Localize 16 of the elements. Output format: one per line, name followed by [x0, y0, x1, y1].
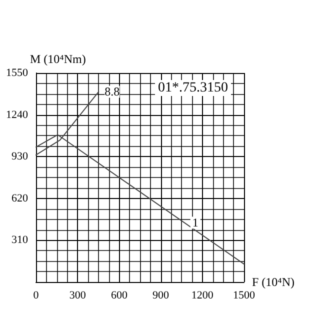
y-tick-label: 1240	[6, 108, 28, 121]
x-tick-label: 300	[69, 290, 86, 302]
annotation: 01*.75.3150	[158, 80, 228, 96]
y-tick-label: 620	[12, 192, 28, 204]
x-tick-label: 1200	[191, 290, 214, 302]
x-tick-label: 1500	[233, 290, 256, 302]
y-tick-label: 310	[12, 234, 28, 246]
y-tick-label: 930	[12, 150, 28, 163]
y-axis-title: M (10⁴Nm)	[30, 52, 86, 66]
x-tick-label: 900	[152, 290, 170, 302]
x-tick-label: 600	[110, 290, 128, 302]
x-axis-title: F (10⁴N)	[252, 275, 295, 289]
y-tick-label: 1550	[6, 67, 28, 79]
series-label: 8.8	[104, 84, 120, 99]
series-label: 1	[192, 216, 198, 230]
x-tick-label: 0	[33, 290, 40, 302]
